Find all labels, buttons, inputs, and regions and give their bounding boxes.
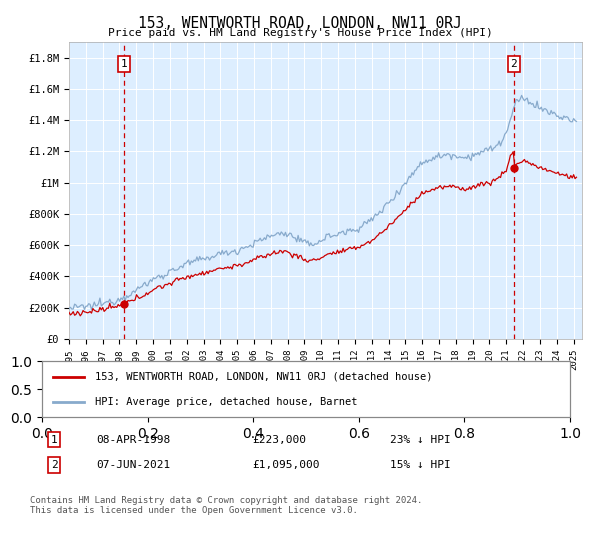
Text: 2: 2 — [50, 460, 58, 470]
Text: £1,095,000: £1,095,000 — [252, 460, 320, 470]
Text: 23% ↓ HPI: 23% ↓ HPI — [390, 435, 451, 445]
Text: Price paid vs. HM Land Registry's House Price Index (HPI): Price paid vs. HM Land Registry's House … — [107, 28, 493, 38]
Text: 2: 2 — [511, 59, 517, 69]
Text: Contains HM Land Registry data © Crown copyright and database right 2024.
This d: Contains HM Land Registry data © Crown c… — [30, 496, 422, 515]
Text: 08-APR-1998: 08-APR-1998 — [96, 435, 170, 445]
Text: HPI: Average price, detached house, Barnet: HPI: Average price, detached house, Barn… — [95, 396, 358, 407]
Text: 1: 1 — [50, 435, 58, 445]
Text: £223,000: £223,000 — [252, 435, 306, 445]
Text: 153, WENTWORTH ROAD, LONDON, NW11 0RJ (detached house): 153, WENTWORTH ROAD, LONDON, NW11 0RJ (d… — [95, 372, 432, 382]
Text: 15% ↓ HPI: 15% ↓ HPI — [390, 460, 451, 470]
Text: 1: 1 — [121, 59, 127, 69]
Text: 07-JUN-2021: 07-JUN-2021 — [96, 460, 170, 470]
Text: 153, WENTWORTH ROAD, LONDON, NW11 0RJ: 153, WENTWORTH ROAD, LONDON, NW11 0RJ — [138, 16, 462, 31]
